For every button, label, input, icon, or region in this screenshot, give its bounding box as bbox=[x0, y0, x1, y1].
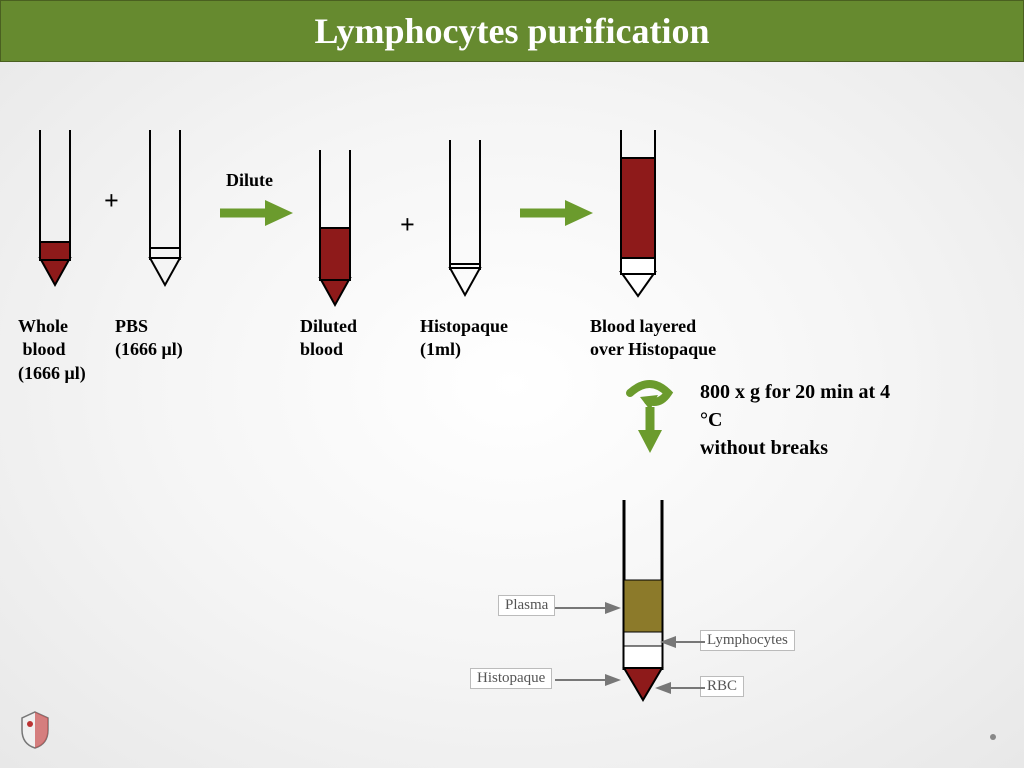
tube-whole-blood bbox=[30, 130, 80, 290]
pointer-rbc bbox=[655, 678, 705, 698]
result-label-plasma: Plasma bbox=[498, 595, 555, 616]
arrow-to-layered bbox=[515, 198, 595, 228]
pointer-plasma bbox=[555, 598, 625, 618]
title-bar: Lymphocytes purification bbox=[0, 0, 1024, 62]
tube-histopaque bbox=[440, 140, 490, 300]
result-label-histopaque: Histopaque bbox=[470, 668, 552, 689]
shield-logo-icon bbox=[18, 710, 52, 750]
arrow-dilute bbox=[215, 198, 295, 228]
plus-1: + bbox=[104, 186, 119, 216]
plus-2: + bbox=[400, 210, 415, 240]
corner-dot bbox=[990, 734, 996, 740]
page-title: Lymphocytes purification bbox=[314, 10, 709, 52]
tube-layered bbox=[610, 130, 666, 300]
label-pbs: PBS (1666 μl) bbox=[115, 315, 183, 362]
result-label-lymphocytes: Lymphocytes bbox=[700, 630, 795, 651]
centrifuge-arrow-icon bbox=[620, 375, 680, 455]
label-histopaque: Histopaque (1ml) bbox=[420, 315, 508, 362]
tube-diluted bbox=[310, 150, 360, 310]
label-layered: Blood layered over Histopaque bbox=[590, 315, 716, 362]
label-diluted: Diluted blood bbox=[300, 315, 357, 362]
pointer-lymphocytes bbox=[660, 632, 705, 652]
result-label-rbc: RBC bbox=[700, 676, 744, 697]
pointer-histopaque bbox=[555, 670, 625, 690]
label-whole-blood: Whole blood (1666 μl) bbox=[18, 315, 86, 385]
arrow-label-dilute: Dilute bbox=[226, 170, 273, 191]
centrifuge-text: 800 x g for 20 min at 4 °C without break… bbox=[700, 378, 890, 462]
diagram-stage: Whole blood (1666 μl) + PBS (1666 μl) Di… bbox=[0, 120, 1024, 760]
tube-pbs bbox=[140, 130, 190, 290]
